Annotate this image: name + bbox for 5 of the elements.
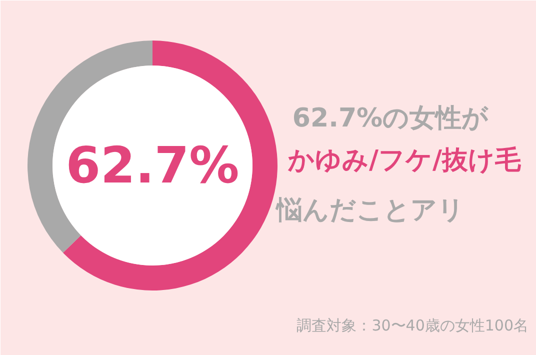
text: かゆみ/フケ/抜け毛: [287, 146, 522, 176]
text: 悩んだことアリ: [274, 196, 464, 226]
text: 調査対象：30〜40歳の女性100名: [296, 316, 529, 334]
text: 62.7%の女性が: [292, 104, 490, 134]
data-label: 62.7%: [66, 136, 240, 194]
